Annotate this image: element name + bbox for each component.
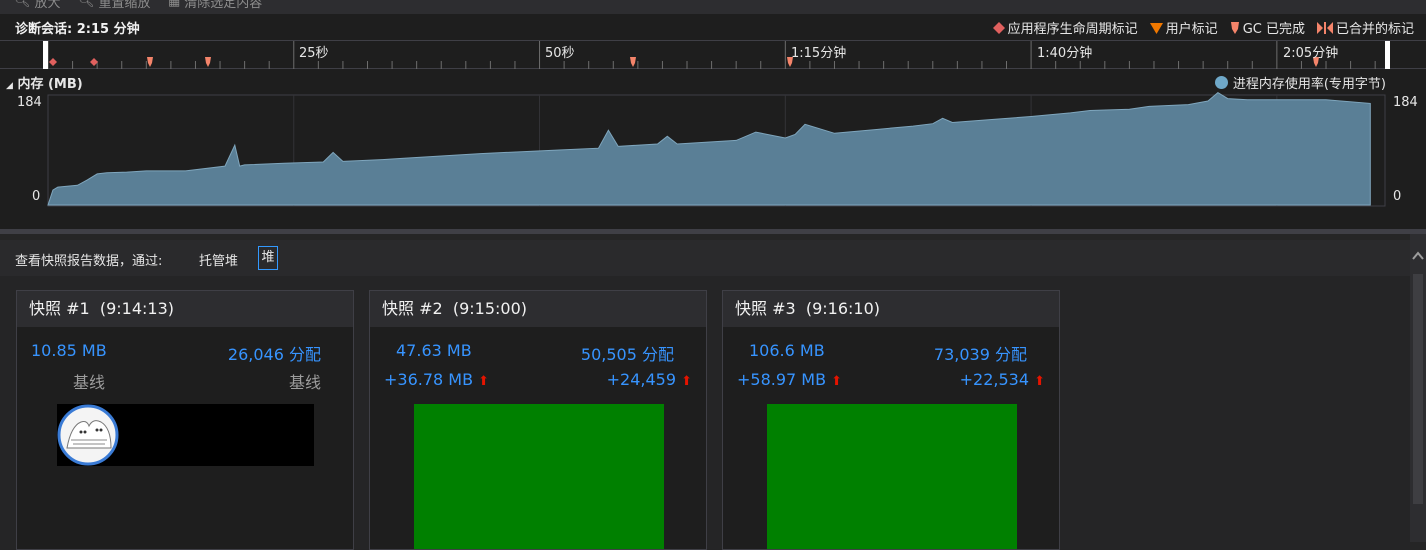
ruler-svg — [43, 41, 1390, 69]
snapshot-time: (9:16:10) — [805, 299, 881, 318]
clear-selection-label: 清除选定内容 — [184, 0, 263, 11]
vertical-scrollbar[interactable] — [1410, 234, 1426, 542]
snapshot-card-3: 快照 #3 (9:16:10) 106.6 MB 73,039 分配 +58.9… — [722, 290, 1060, 550]
magnifier-icon: 🔍︎ — [78, 0, 95, 9]
memory-title-label: 内存 (MB) — [17, 77, 83, 92]
snapshot-size-delta-link[interactable]: +58.97 MB ⬆ — [737, 370, 842, 389]
arrow-up-icon: ⬆ — [831, 374, 843, 389]
memory-usage-area — [47, 91, 1371, 206]
alloc-delta-value: +22,534 — [959, 370, 1029, 389]
memory-legend-label: 进程内存使用率(专用字节) — [1232, 77, 1386, 92]
snapshot-allocs-link[interactable]: 50,505 分配 — [580, 345, 674, 364]
legend-merged-label: 已合并的标记 — [1335, 22, 1414, 37]
snapshot-thumbnail[interactable] — [414, 404, 664, 549]
snapshot-time: (9:14:13) — [99, 299, 175, 318]
snapshot-card-1: 快照 #1 (9:14:13) 10.85 MB 26,046 分配 基线 基线 — [16, 290, 354, 550]
ruler-label: 2:05分钟 — [1283, 46, 1339, 61]
magnifier-icon: 🔍︎ — [14, 0, 31, 9]
snapshot-alloc-delta: 基线 — [288, 373, 321, 392]
snapshot-title: 快照 #1 — [29, 299, 90, 318]
snapshot-card-2: 快照 #2 (9:15:00) 47.63 MB 50,505 分配 +36.7… — [369, 290, 707, 550]
gc-marker[interactable] — [1313, 57, 1319, 67]
ruler-label: 50秒 — [545, 46, 575, 61]
memory-panel: ◢ 内存 (MB) 进程内存使用率(专用字节) 184 0 184 0 — [0, 69, 1426, 229]
ruler-label: 25秒 — [299, 46, 329, 61]
snapshot-allocs-link[interactable]: 26,046 分配 — [227, 345, 321, 364]
snapshot-title: 快照 #2 — [382, 299, 443, 318]
snapshot-header: 快照 #2 (9:15:00) — [370, 291, 706, 327]
legend-gc: GC 已完成 — [1230, 18, 1305, 37]
arrow-up-icon: ⬆ — [681, 374, 692, 389]
collapse-triangle-icon[interactable]: ◢ — [6, 81, 13, 91]
snapshot-thumbnail[interactable] — [57, 404, 314, 466]
size-delta-value: +58.97 MB — [737, 370, 827, 389]
snapshot-time: (9:15:00) — [452, 299, 528, 318]
lifecycle-marker[interactable] — [90, 58, 98, 66]
y-axis-min-left: 0 — [32, 189, 41, 204]
arrow-up-icon: ⬆ — [478, 374, 490, 389]
snapshot-header: 快照 #3 (9:16:10) — [723, 291, 1059, 327]
marker-legend: 应用程序生命周期标记 用户标记 GC 已完成 已合并的标记 — [992, 18, 1414, 37]
snapshot-size-link[interactable]: 10.85 MB — [31, 341, 107, 360]
legend-lifecycle: 应用程序生命周期标记 — [992, 18, 1138, 37]
arrow-up-icon: ⬆ — [1034, 374, 1045, 389]
chart-frame — [47, 94, 1386, 207]
splitter[interactable] — [0, 229, 1426, 234]
legend-gc-label: GC 已完成 — [1242, 22, 1305, 37]
size-delta-value: +36.78 MB — [384, 370, 474, 389]
merged-marker-icon — [1316, 21, 1333, 34]
memory-chart[interactable] — [0, 69, 1426, 229]
lifecycle-marker[interactable] — [49, 58, 57, 66]
snapshot-size-link[interactable]: 47.63 MB — [396, 341, 472, 360]
zoom-in-button[interactable]: 🔍︎ 放大 — [14, 0, 61, 11]
time-ruler[interactable]: 25秒 50秒 1:15分钟 1:40分钟 2:05分钟 — [0, 40, 1426, 69]
reset-zoom-button[interactable]: 🔍︎ 重置缩放 — [78, 0, 151, 11]
snapshot-header: 快照 #1 (9:14:13) — [17, 291, 353, 327]
memory-legend: 进程内存使用率(专用字节) — [1214, 73, 1386, 92]
legend-user-label: 用户标记 — [1165, 22, 1218, 37]
ruler-label: 1:40分钟 — [1037, 46, 1093, 61]
ruler-label: 1:15分钟 — [791, 46, 847, 61]
snapshot-thumbnail[interactable] — [767, 404, 1017, 549]
y-axis-max-left: 184 — [17, 95, 42, 110]
gc-marker[interactable] — [205, 57, 211, 67]
triangle-down-icon — [1149, 22, 1163, 34]
session-title: 诊断会话: 2:15 分钟 — [15, 22, 140, 37]
clear-icon: ▦ — [168, 0, 181, 9]
reset-zoom-label: 重置缩放 — [98, 0, 151, 11]
snapshot-size-delta-link[interactable]: +36.78 MB ⬆ — [384, 370, 489, 389]
snapshot-alloc-delta-link[interactable]: +22,534 ⬆ — [960, 370, 1045, 389]
clear-selection-button[interactable]: ▦ 清除选定内容 — [168, 0, 262, 11]
filter-native-heap[interactable]: 堆 — [258, 246, 278, 270]
alloc-delta-value: +24,459 — [606, 370, 676, 389]
toolbar: 🔍︎ 放大 🔍︎ 重置缩放 ▦ 清除选定内容 — [0, 0, 1426, 14]
selection-handle-right[interactable] — [1385, 41, 1390, 69]
avatar-icon — [57, 404, 119, 466]
filter-label: 查看快照报告数据，通过: — [15, 254, 163, 269]
legend-user: 用户标记 — [1149, 18, 1218, 37]
filter-managed-heap[interactable]: 托管堆 — [199, 254, 239, 269]
series-dot-icon — [1214, 76, 1228, 89]
legend-merged: 已合并的标记 — [1316, 18, 1414, 37]
snapshot-size-link[interactable]: 106.6 MB — [749, 341, 825, 360]
session-header: 诊断会话: 2:15 分钟 应用程序生命周期标记 用户标记 GC 已完成 已合并… — [0, 14, 1426, 40]
gc-marker[interactable] — [630, 57, 636, 67]
snapshot-title: 快照 #3 — [735, 299, 796, 318]
gc-flag-icon — [1230, 21, 1239, 34]
filter-bar: 查看快照报告数据，通过: 托管堆 堆 — [0, 240, 1410, 276]
diamond-icon — [992, 21, 1005, 34]
legend-lifecycle-label: 应用程序生命周期标记 — [1007, 22, 1138, 37]
chevron-up-icon[interactable] — [1412, 250, 1424, 262]
snapshot-size-delta: 基线 — [73, 373, 106, 392]
gc-marker[interactable] — [147, 57, 153, 67]
scrollbar-thumb[interactable] — [1413, 274, 1423, 504]
y-axis-max-right: 184 — [1393, 95, 1418, 110]
gc-marker[interactable] — [787, 57, 793, 67]
memory-title[interactable]: ◢ 内存 (MB) — [6, 73, 83, 92]
snapshot-allocs-link[interactable]: 73,039 分配 — [933, 345, 1027, 364]
zoom-in-label: 放大 — [34, 0, 61, 11]
snapshot-alloc-delta-link[interactable]: +24,459 ⬆ — [607, 370, 692, 389]
y-axis-min-right: 0 — [1393, 189, 1402, 204]
selection-handle-left[interactable] — [43, 41, 48, 69]
